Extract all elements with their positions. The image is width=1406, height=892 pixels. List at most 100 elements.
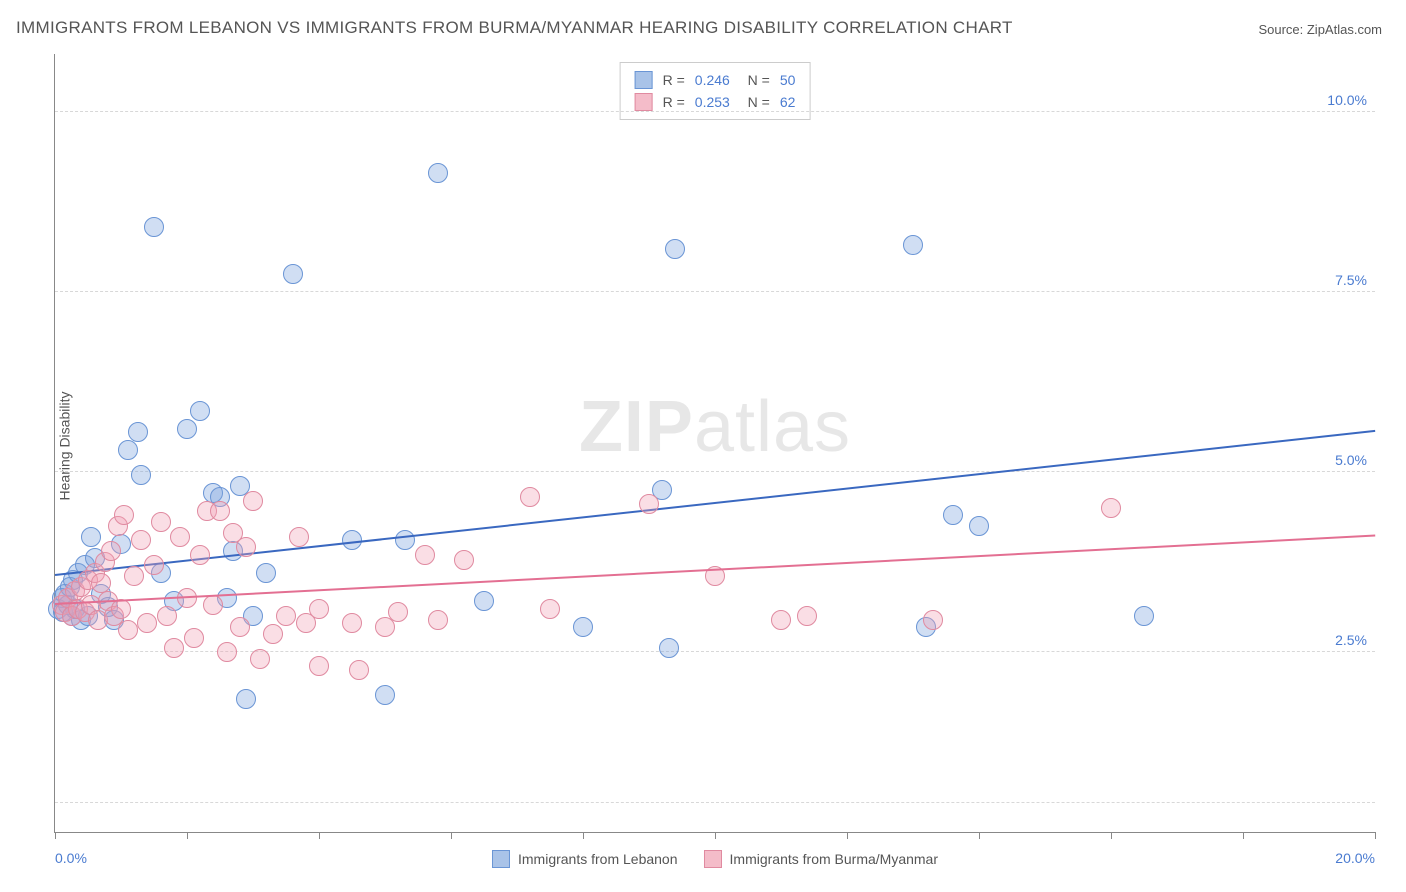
data-point <box>190 545 210 565</box>
data-point <box>454 550 474 570</box>
data-point <box>923 610 943 630</box>
x-tick <box>55 832 56 839</box>
data-point <box>309 656 329 676</box>
watermark-bold: ZIP <box>579 387 694 467</box>
data-point <box>1101 498 1121 518</box>
y-tick-label: 7.5% <box>1335 272 1367 288</box>
x-tick <box>1375 832 1376 839</box>
data-point <box>236 537 256 557</box>
x-tick <box>979 832 980 839</box>
legend-r-value: 0.246 <box>695 69 730 91</box>
data-point <box>797 606 817 626</box>
legend-n-value: 50 <box>780 69 796 91</box>
y-tick-label: 10.0% <box>1327 92 1367 108</box>
data-point <box>289 527 309 547</box>
data-point <box>903 235 923 255</box>
x-tick <box>847 832 848 839</box>
gridline <box>55 291 1375 292</box>
x-tick <box>1111 832 1112 839</box>
data-point <box>164 638 184 658</box>
data-point <box>217 642 237 662</box>
data-point <box>230 617 250 637</box>
data-point <box>157 606 177 626</box>
x-tick <box>715 832 716 839</box>
legend-series-name: Immigrants from Burma/Myanmar <box>730 851 938 867</box>
data-point <box>276 606 296 626</box>
data-point <box>263 624 283 644</box>
data-point <box>256 563 276 583</box>
legend-n-label: N = <box>740 69 770 91</box>
plot-area: ZIPatlas R = 0.246 N = 50 R = 0.253 N = … <box>54 54 1375 833</box>
data-point <box>177 419 197 439</box>
data-point <box>943 505 963 525</box>
data-point <box>1134 606 1154 626</box>
data-point <box>124 566 144 586</box>
y-tick-label: 2.5% <box>1335 632 1367 648</box>
data-point <box>131 465 151 485</box>
data-point <box>184 628 204 648</box>
x-tick <box>451 832 452 839</box>
data-point <box>342 613 362 633</box>
data-point <box>114 505 134 525</box>
data-point <box>659 638 679 658</box>
data-point <box>639 494 659 514</box>
y-tick-label: 5.0% <box>1335 452 1367 468</box>
legend-r-label: R = <box>663 69 685 91</box>
data-point <box>309 599 329 619</box>
data-point <box>375 685 395 705</box>
data-point <box>771 610 791 630</box>
data-point <box>190 401 210 421</box>
x-tick <box>583 832 584 839</box>
data-point <box>210 501 230 521</box>
chart-title: IMMIGRANTS FROM LEBANON VS IMMIGRANTS FR… <box>16 18 1013 38</box>
legend-swatch <box>635 71 653 89</box>
data-point <box>203 595 223 615</box>
data-point <box>474 591 494 611</box>
data-point <box>236 689 256 709</box>
data-point <box>395 530 415 550</box>
legend-row: R = 0.246 N = 50 <box>635 69 796 91</box>
data-point <box>665 239 685 259</box>
data-point <box>137 613 157 633</box>
data-point <box>144 555 164 575</box>
legend-item: Immigrants from Burma/Myanmar <box>704 850 938 868</box>
x-tick-label: 20.0% <box>1335 850 1375 866</box>
data-point <box>101 541 121 561</box>
data-point <box>428 610 448 630</box>
data-point <box>969 516 989 536</box>
gridline <box>55 111 1375 112</box>
series-legend: Immigrants from Lebanon Immigrants from … <box>492 850 938 868</box>
gridline <box>55 802 1375 803</box>
x-tick <box>319 832 320 839</box>
data-point <box>118 620 138 640</box>
data-point <box>151 512 171 532</box>
data-point <box>131 530 151 550</box>
x-tick <box>187 832 188 839</box>
source-label: Source: ZipAtlas.com <box>1258 22 1382 37</box>
legend-series-name: Immigrants from Lebanon <box>518 851 678 867</box>
data-point <box>118 440 138 460</box>
watermark-rest: atlas <box>694 387 851 467</box>
data-point <box>349 660 369 680</box>
gridline <box>55 471 1375 472</box>
x-tick <box>1243 832 1244 839</box>
data-point <box>573 617 593 637</box>
legend-item: Immigrants from Lebanon <box>492 850 678 868</box>
data-point <box>250 649 270 669</box>
data-point <box>128 422 148 442</box>
data-point <box>283 264 303 284</box>
data-point <box>540 599 560 619</box>
data-point <box>388 602 408 622</box>
data-point <box>428 163 448 183</box>
data-point <box>81 527 101 547</box>
data-point <box>415 545 435 565</box>
data-point <box>520 487 540 507</box>
x-tick-label: 0.0% <box>55 850 87 866</box>
data-point <box>91 573 111 593</box>
data-point <box>170 527 190 547</box>
legend-swatch <box>492 850 510 868</box>
data-point <box>243 491 263 511</box>
data-point <box>144 217 164 237</box>
legend-swatch <box>635 93 653 111</box>
legend-swatch <box>704 850 722 868</box>
